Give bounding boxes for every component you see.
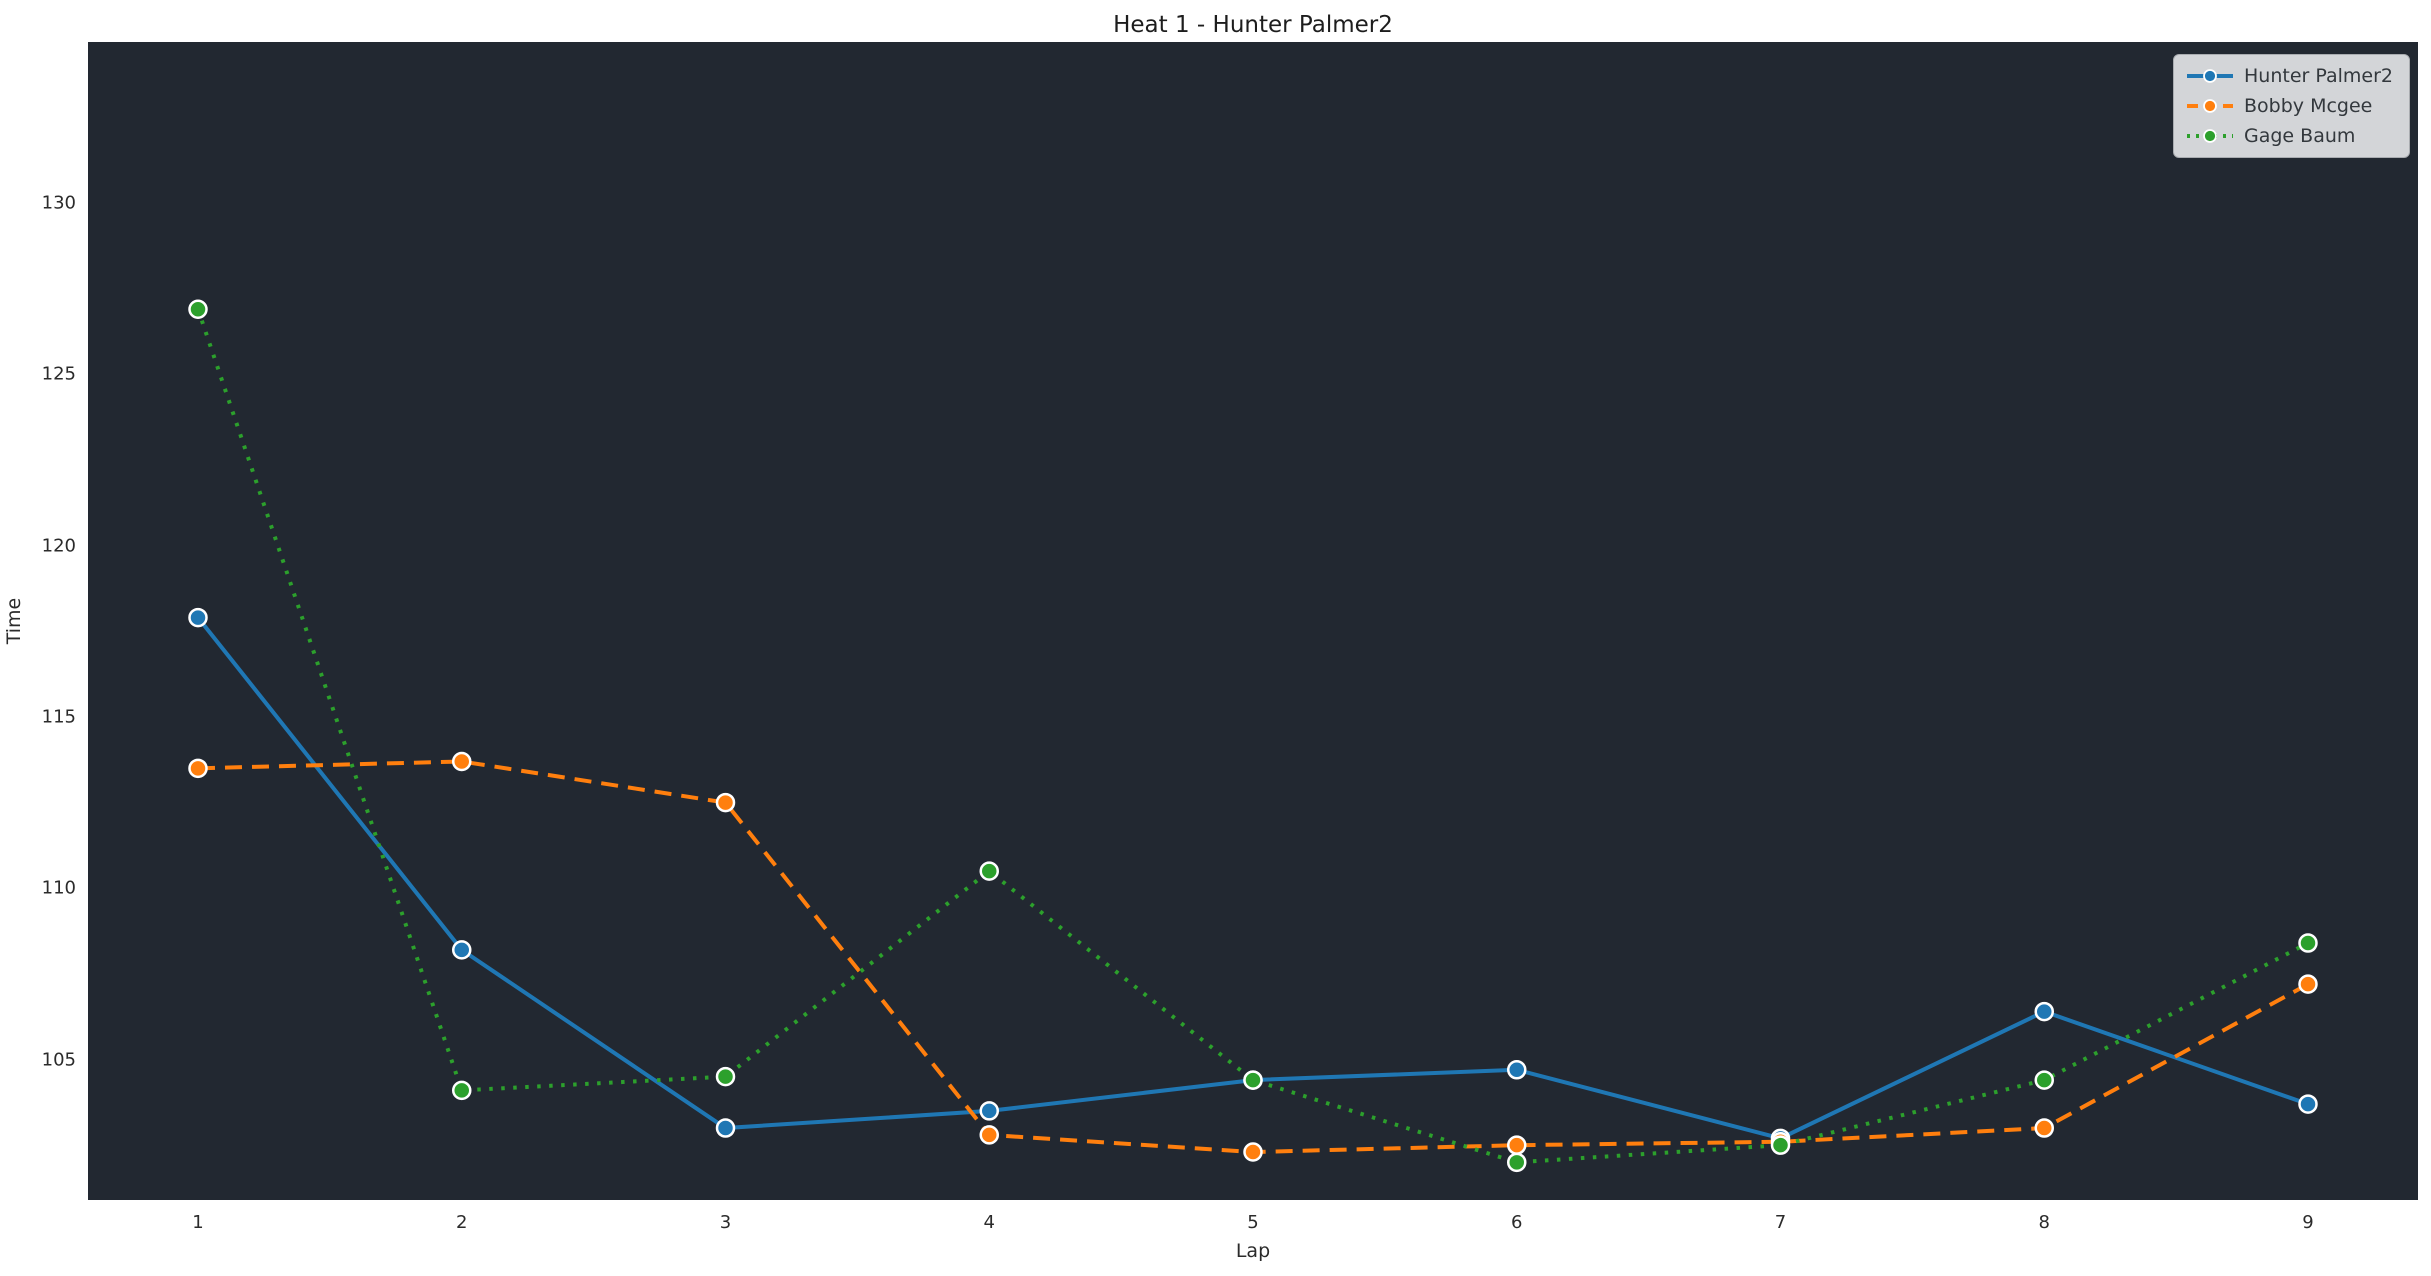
y-tick-label: 125 [41,363,76,385]
series-marker-gage-baum [1770,1135,1791,1155]
x-tick-label: 1 [192,1212,204,1233]
series-marker-hunter-palmer2 [715,1118,736,1138]
series-line-bobby-mcgee [197,759,2309,1155]
legend-line-sample-icon [2187,99,2233,113]
series-line-hunter-palmer2 [196,616,2309,1141]
series-marker-gage-baum [452,1080,472,1101]
x-tick-label: 4 [983,1212,995,1233]
series-marker-gage-baum [715,1066,736,1087]
y-tick-label: 120 [41,535,76,557]
chart-title: Heat 1 - Hunter Palmer2 [1113,12,1393,38]
series-marker-bobby-mcgee [188,758,208,779]
series-marker-gage-baum [1243,1070,1263,1090]
plot-area: Hunter Palmer2 Bobby Mcgee Gage Baum [88,42,2418,1200]
x-tick-label: 9 [2302,1212,2314,1233]
series-marker-gage-baum [979,861,999,881]
legend: Hunter Palmer2 Bobby Mcgee Gage Baum [2173,54,2410,158]
series-marker-gage-baum [188,299,208,319]
legend-line-sample-icon [2187,69,2233,83]
series-marker-bobby-mcgee [979,1125,999,1145]
legend-item-label: Hunter Palmer2 [2244,64,2393,87]
x-tick-label: 8 [2038,1212,2050,1233]
legend-item-bobby-mcgee: Bobby Mcgee [2186,93,2393,119]
y-tick-label: 115 [41,706,76,728]
series-marker-bobby-mcgee [715,792,736,813]
x-tick-label: 3 [719,1212,732,1233]
series-marker-hunter-palmer2 [979,1101,999,1121]
x-axis-label: Lap [1235,1240,1271,1262]
x-tick-label: 2 [456,1212,468,1233]
series-marker-gage-baum [2298,933,2318,953]
legend-item-hunter-palmer2: Hunter Palmer2 [2186,63,2393,89]
series-marker-hunter-palmer2 [2034,1001,2054,1022]
legend-item-gage-baum: Gage Baum [2186,123,2393,149]
y-axis-label: Time [3,597,25,645]
series-line-gage-baum [196,308,2309,1165]
y-tick-label: 130 [41,192,76,214]
series-marker-hunter-palmer2 [188,607,208,628]
series-marker-bobby-mcgee [1243,1142,1263,1162]
series-marker-bobby-mcgee [1507,1135,1527,1155]
x-tick-label: 7 [1774,1212,1787,1233]
series-marker-bobby-mcgee [2298,974,2318,994]
legend-item-label: Gage Baum [2244,124,2356,147]
series-marker-hunter-palmer2 [452,940,472,960]
legend-line-sample-icon [2187,129,2233,143]
series-marker-hunter-palmer2 [2298,1094,2318,1114]
plot-canvas [188,299,2318,1173]
x-tick-label: 6 [1511,1212,1523,1233]
series-marker-gage-baum [1507,1152,1527,1173]
legend-item-label: Bobby Mcgee [2244,94,2373,117]
x-tick-label: 5 [1247,1212,1259,1233]
y-tick-label: 105 [41,1049,76,1071]
y-tick-label: 110 [41,877,76,899]
series-marker-bobby-mcgee [2034,1118,2054,1138]
series-marker-hunter-palmer2 [1507,1060,1527,1080]
series-marker-gage-baum [2034,1070,2054,1090]
series-marker-bobby-mcgee [452,751,472,772]
